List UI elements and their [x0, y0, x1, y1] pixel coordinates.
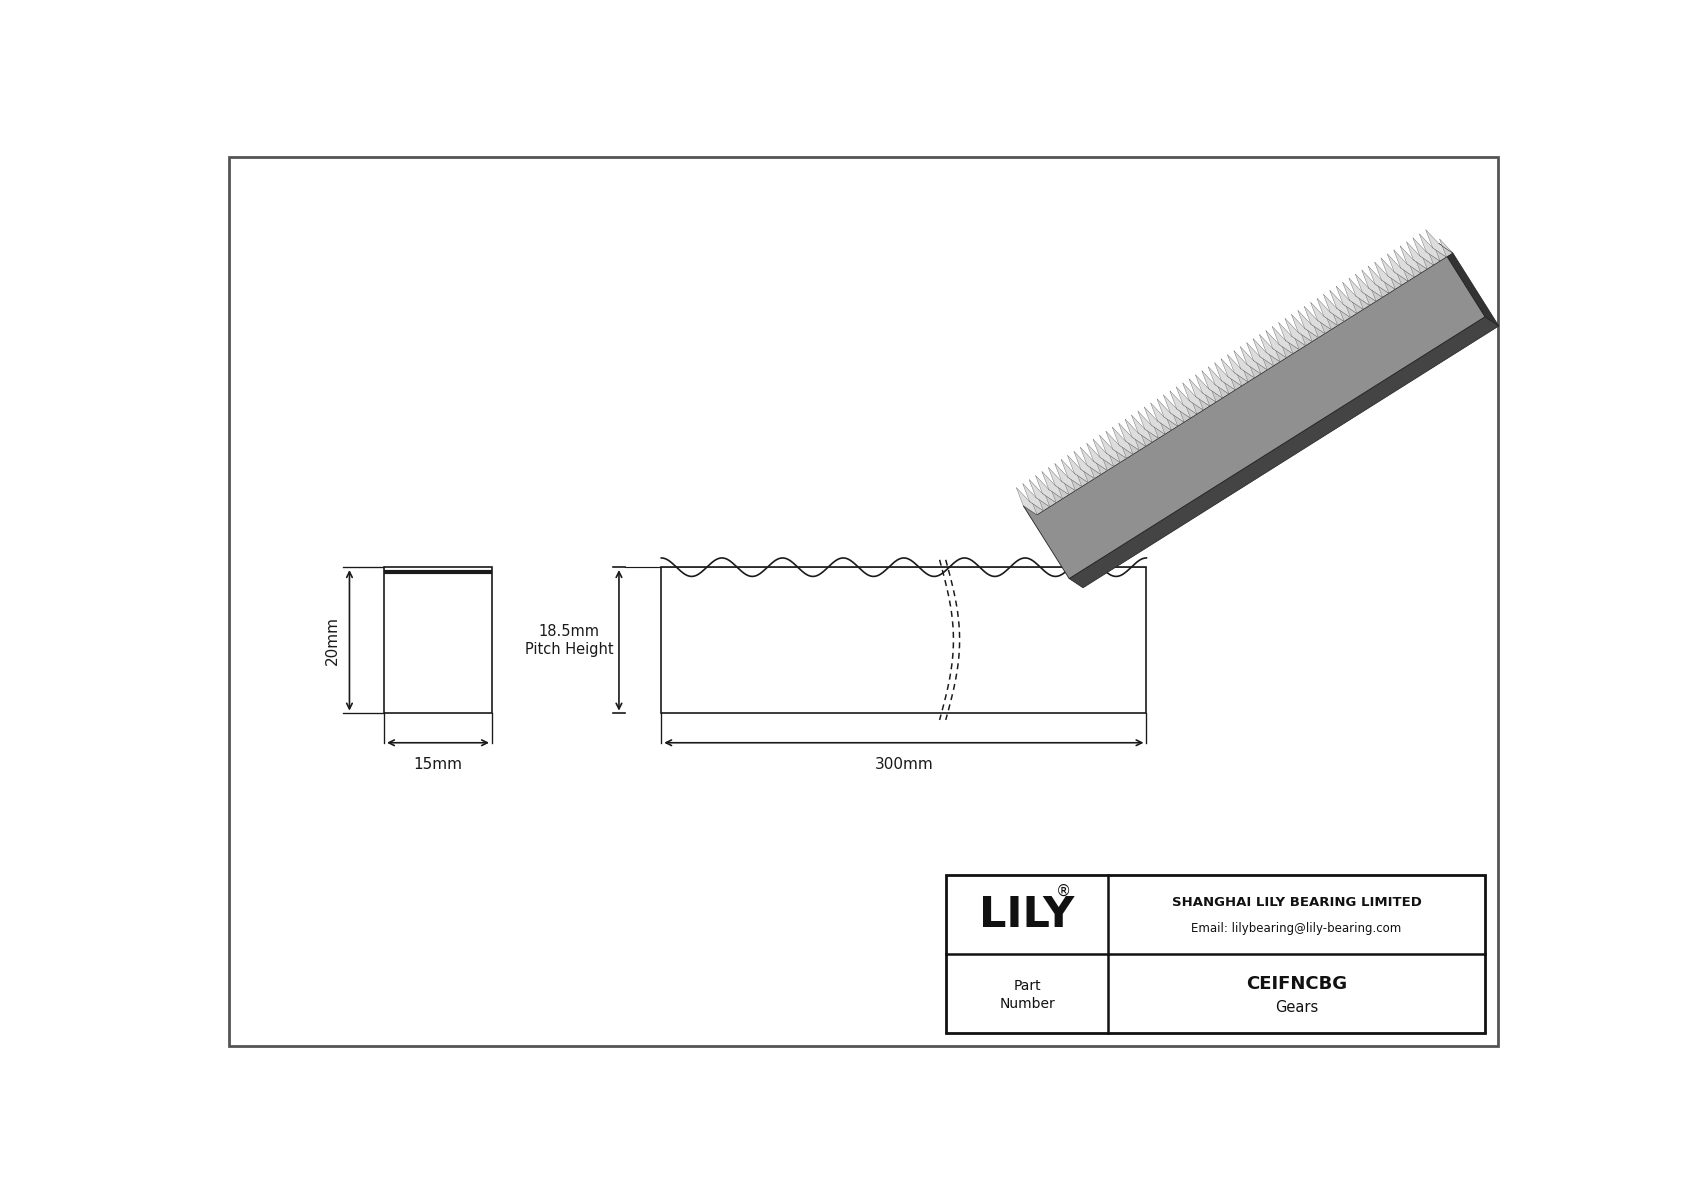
Polygon shape [1074, 451, 1101, 479]
Polygon shape [1239, 347, 1268, 374]
Polygon shape [1100, 435, 1127, 462]
Polygon shape [1015, 487, 1044, 515]
Bar [662, 567, 1147, 713]
Polygon shape [1214, 362, 1241, 389]
Polygon shape [1042, 472, 1069, 499]
Polygon shape [1138, 411, 1165, 438]
Polygon shape [1292, 314, 1319, 342]
Polygon shape [1221, 358, 1248, 386]
Text: CEIFNCBG: CEIFNCBG [1246, 975, 1347, 993]
Polygon shape [1271, 326, 1300, 354]
Polygon shape [1093, 439, 1120, 467]
Polygon shape [1399, 245, 1428, 273]
Polygon shape [1426, 230, 1453, 257]
Polygon shape [1349, 278, 1376, 305]
Polygon shape [1189, 379, 1216, 406]
Polygon shape [1356, 274, 1383, 301]
Polygon shape [1234, 350, 1261, 378]
Polygon shape [1196, 375, 1223, 403]
Polygon shape [1266, 330, 1293, 357]
Text: ®: ® [1056, 884, 1071, 899]
Polygon shape [1253, 338, 1280, 366]
Polygon shape [1303, 306, 1332, 333]
Polygon shape [1036, 475, 1063, 503]
Polygon shape [1298, 310, 1325, 337]
Polygon shape [1061, 460, 1088, 487]
Text: SHANGHAI LILY BEARING LIMITED: SHANGHAI LILY BEARING LIMITED [1172, 896, 1421, 909]
Text: Number: Number [999, 997, 1054, 1011]
Polygon shape [1440, 244, 1499, 326]
Polygon shape [1394, 250, 1421, 278]
Polygon shape [1367, 266, 1396, 293]
Polygon shape [1260, 335, 1287, 362]
Bar [384, 567, 492, 713]
Text: Part: Part [1014, 979, 1041, 993]
Polygon shape [1029, 480, 1056, 507]
Polygon shape [1068, 455, 1095, 482]
Polygon shape [1164, 394, 1191, 422]
Text: Gears: Gears [1275, 1000, 1319, 1015]
Polygon shape [1182, 382, 1209, 410]
Text: LILY: LILY [980, 893, 1074, 936]
Polygon shape [1202, 370, 1229, 398]
Polygon shape [1150, 403, 1177, 430]
Polygon shape [1106, 431, 1133, 459]
Polygon shape [1024, 244, 1485, 579]
Polygon shape [1342, 282, 1369, 310]
Polygon shape [1420, 233, 1447, 261]
Polygon shape [1170, 391, 1197, 418]
Text: 300mm: 300mm [874, 756, 933, 772]
Polygon shape [1132, 414, 1159, 442]
Polygon shape [1022, 484, 1049, 511]
Polygon shape [1285, 318, 1312, 345]
Bar [946, 875, 1485, 1033]
Polygon shape [1317, 298, 1344, 325]
Polygon shape [1024, 244, 1453, 515]
Polygon shape [1228, 355, 1255, 382]
Polygon shape [1362, 270, 1389, 298]
Polygon shape [1111, 428, 1140, 455]
Polygon shape [1278, 323, 1305, 350]
Polygon shape [1335, 286, 1364, 313]
Polygon shape [1310, 303, 1337, 330]
Polygon shape [1086, 443, 1113, 470]
Polygon shape [1175, 387, 1204, 414]
Polygon shape [1374, 262, 1401, 289]
Polygon shape [1069, 317, 1499, 588]
Polygon shape [1118, 423, 1145, 450]
Text: 20mm: 20mm [325, 616, 340, 665]
Polygon shape [1324, 294, 1351, 322]
Polygon shape [1125, 419, 1152, 447]
Text: Email: lilybearing@lily-bearing.com: Email: lilybearing@lily-bearing.com [1192, 922, 1401, 935]
Polygon shape [1406, 242, 1433, 269]
Polygon shape [1047, 467, 1076, 494]
Polygon shape [1157, 399, 1184, 426]
Polygon shape [1413, 238, 1440, 266]
Polygon shape [1143, 407, 1172, 435]
Polygon shape [1054, 463, 1081, 491]
Polygon shape [1388, 254, 1415, 281]
Polygon shape [1079, 447, 1108, 474]
Text: 18.5mm
Pitch Height: 18.5mm Pitch Height [525, 624, 613, 656]
Polygon shape [1330, 291, 1357, 318]
Polygon shape [1381, 258, 1408, 286]
Polygon shape [1207, 367, 1236, 394]
Polygon shape [1246, 343, 1273, 370]
Text: 15mm: 15mm [414, 756, 463, 772]
